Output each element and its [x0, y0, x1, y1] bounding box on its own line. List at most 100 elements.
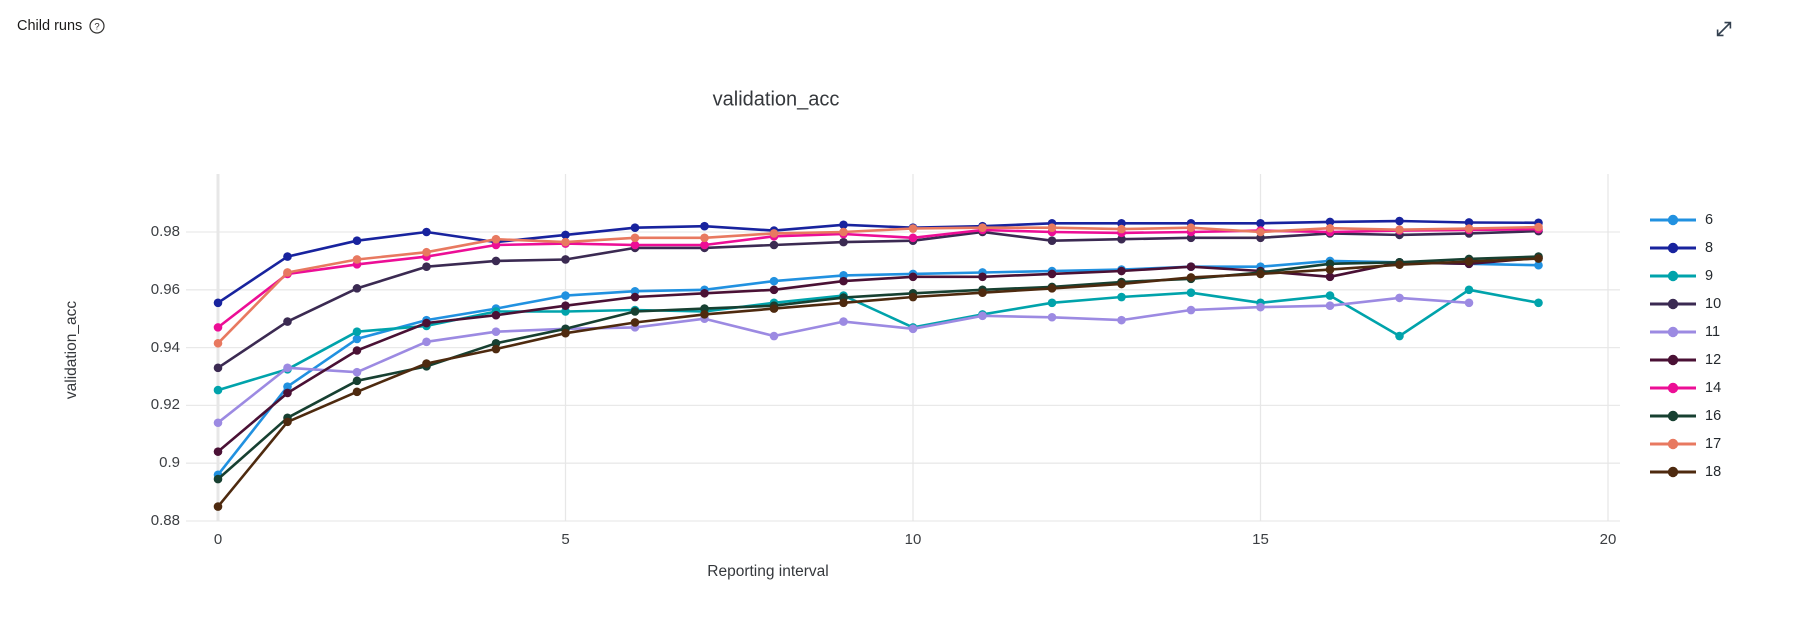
data-point	[561, 230, 570, 240]
data-point	[1464, 285, 1474, 295]
data-point	[213, 298, 223, 308]
data-point	[1186, 223, 1196, 232]
data-point	[908, 292, 918, 302]
data-point	[422, 227, 431, 237]
series-line	[216, 259, 1539, 476]
data-point	[1325, 272, 1335, 282]
x-axis-title: Reporting interval	[707, 563, 829, 580]
data-point	[352, 255, 362, 264]
y-tick-label: 0.88	[150, 512, 180, 529]
data-point	[1186, 305, 1196, 315]
data-point	[422, 262, 431, 271]
data-point	[561, 237, 570, 247]
data-point	[1325, 291, 1335, 300]
expand-icon[interactable]	[1711, 16, 1737, 42]
legend-item-8[interactable]: 8	[1649, 239, 1721, 256]
data-point	[283, 417, 292, 427]
series-line	[217, 227, 1539, 329]
data-point	[1186, 273, 1196, 282]
legend-swatch-icon	[1650, 466, 1696, 477]
legend-label: 18	[1705, 463, 1722, 480]
data-point	[1395, 216, 1404, 226]
legend-item-12[interactable]: 12	[1649, 351, 1722, 368]
data-point	[1047, 284, 1057, 293]
data-point	[978, 272, 987, 282]
legend-item-16[interactable]: 16	[1649, 408, 1721, 424]
data-point	[352, 284, 362, 293]
data-point	[352, 376, 362, 386]
legend-swatch-icon	[1650, 326, 1696, 337]
data-point	[769, 304, 779, 313]
data-point	[491, 327, 501, 337]
data-point	[1534, 260, 1543, 270]
legend-label: 10	[1705, 295, 1722, 312]
legend-swatch-icon	[1650, 438, 1696, 449]
data-point	[561, 301, 570, 310]
data-point	[839, 298, 848, 308]
data-point	[1464, 218, 1474, 227]
data-point	[213, 447, 223, 456]
legend-item-11[interactable]: 11	[1649, 324, 1721, 340]
data-point	[630, 318, 640, 327]
data-point	[908, 224, 918, 233]
data-point	[1256, 227, 1265, 237]
data-point	[422, 247, 431, 257]
legend-item-6[interactable]: 6	[1649, 211, 1721, 228]
legend-label: 8	[1705, 239, 1714, 256]
data-point	[491, 234, 501, 244]
x-tick-label: 20	[1599, 531, 1617, 548]
help-icon[interactable]: ?	[89, 18, 105, 34]
data-point	[1117, 315, 1126, 325]
legend-label: 17	[1705, 435, 1722, 452]
y-tick-label: 0.9	[159, 454, 180, 472]
data-point	[630, 233, 640, 243]
panel-title: Child runs	[17, 18, 83, 34]
data-point	[561, 328, 570, 338]
data-point	[352, 387, 362, 397]
data-point	[1325, 265, 1335, 274]
series-line	[217, 255, 1539, 481]
data-point	[700, 221, 709, 231]
svg-text:?: ?	[95, 22, 100, 33]
data-point	[1186, 288, 1196, 297]
legend-swatch-icon	[1650, 382, 1696, 393]
data-point	[1534, 222, 1543, 232]
y-tick-label: 0.94	[150, 338, 180, 356]
data-point	[1464, 298, 1474, 308]
panel-header: Child runs ?	[17, 18, 105, 34]
data-point	[491, 256, 501, 266]
data-point	[839, 276, 848, 286]
data-point	[1047, 223, 1057, 232]
data-point	[700, 233, 709, 243]
data-point	[422, 318, 431, 328]
legend-item-9[interactable]: 9	[1649, 267, 1721, 284]
series-11	[213, 293, 1474, 428]
legend-label: 6	[1705, 211, 1714, 228]
x-tick-label: 15	[1252, 531, 1269, 548]
legend-item-18[interactable]: 18	[1649, 463, 1722, 480]
data-point	[561, 255, 570, 264]
legend-label: 12	[1705, 351, 1722, 368]
data-point	[283, 252, 292, 261]
legend-label: 9	[1705, 267, 1714, 284]
data-point	[630, 292, 640, 302]
data-point	[978, 288, 987, 297]
legend-item-14[interactable]: 14	[1649, 380, 1721, 396]
series-line	[217, 296, 1470, 424]
legend-item-10[interactable]: 10	[1649, 295, 1722, 312]
data-point	[213, 385, 223, 395]
data-point	[769, 229, 779, 238]
series-9	[213, 285, 1543, 395]
data-point	[700, 310, 709, 319]
data-point	[352, 367, 362, 377]
legend: 6 8 9 10 11 12 14 16 17 18	[1649, 211, 1722, 480]
legend-swatch-icon	[1650, 298, 1696, 309]
data-point	[1186, 262, 1196, 271]
legend-swatch-icon	[1650, 354, 1696, 365]
data-point	[1534, 254, 1543, 263]
legend-item-17[interactable]: 17	[1649, 435, 1722, 452]
series-line	[217, 288, 1539, 392]
legend-swatch-icon	[1650, 214, 1696, 225]
